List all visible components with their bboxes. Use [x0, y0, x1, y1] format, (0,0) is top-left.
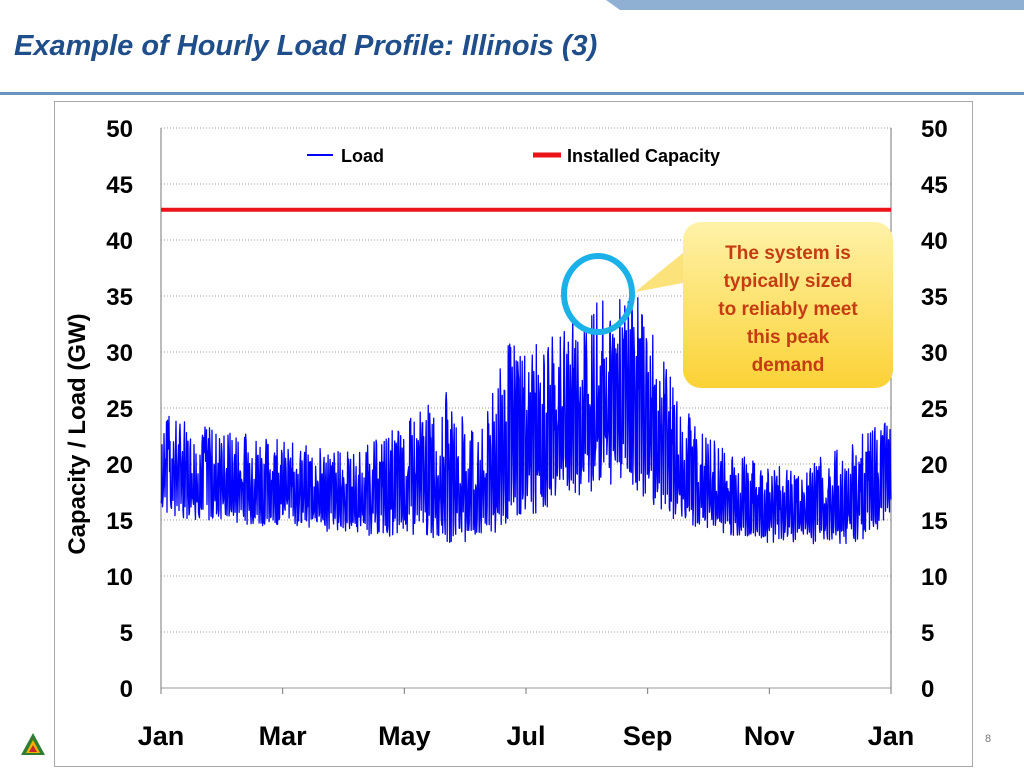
- callout-text-line: typically sized: [724, 271, 853, 292]
- y-tick-label-right: 10: [921, 564, 948, 591]
- x-tick-label: May: [378, 721, 431, 751]
- x-axis-ticks: Jan Mar May Jul Sep Nov Jan: [138, 688, 915, 751]
- x-tick-label: Nov: [744, 721, 795, 751]
- y-tick-label-left: 15: [106, 508, 133, 535]
- y-tick-label-right: 30: [921, 340, 948, 367]
- y-tick-label-left: 30: [106, 340, 133, 367]
- y-tick-label-left: 35: [106, 284, 133, 311]
- page-number: 8: [985, 733, 992, 745]
- y-tick-label-right: 50: [921, 116, 948, 143]
- y-tick-label-left: 20: [106, 452, 133, 479]
- y-tick-label-right: 5: [921, 620, 934, 647]
- y-tick-label-left: 40: [106, 228, 133, 255]
- logo-icon: [18, 730, 48, 760]
- y-tick-label-right: 20: [921, 452, 948, 479]
- callout-text-line: demand: [752, 355, 825, 376]
- load-profile-chart: 0 5 10 15 20 25 30 35 40 45 50 0 5 10 15 20 25 30 35 40 45 5…: [64, 116, 948, 751]
- y-tick-label-right: 15: [921, 508, 948, 535]
- y-tick-label-left: 5: [120, 620, 133, 647]
- load-line: [160, 297, 892, 545]
- title-divider: [0, 92, 1024, 95]
- legend-label-load: Load: [341, 146, 384, 166]
- load-series: [160, 297, 892, 545]
- y-tick-label-left: 25: [106, 396, 133, 423]
- y-axis-right-ticks: 0 5 10 15 20 25 30 35 40 45 50: [921, 116, 948, 703]
- legend: Load Installed Capacity: [307, 146, 720, 166]
- y-tick-label-right: 45: [921, 172, 948, 199]
- y-tick-label-left: 45: [106, 172, 133, 199]
- y-axis-left-ticks: 0 5 10 15 20 25 30 35 40 45 50: [106, 116, 133, 703]
- y-tick-label-right: 35: [921, 284, 948, 311]
- x-tick-label: Sep: [623, 721, 673, 751]
- callout-text-line: to reliably meet: [718, 299, 858, 320]
- y-tick-label-right: 40: [921, 228, 948, 255]
- y-tick-label-right: 25: [921, 396, 948, 423]
- peak-highlight-circle: [561, 253, 635, 335]
- x-tick-label: Jan: [868, 721, 915, 751]
- slide-title: Example of Hourly Load Profile: Illinois…: [14, 30, 598, 62]
- header-band: [606, 0, 1024, 10]
- chart-frame: 0 5 10 15 20 25 30 35 40 45 50 0 5 10 15 20 25 30 35 40 45 5…: [54, 101, 973, 767]
- y-tick-label-left: 50: [106, 116, 133, 143]
- y-tick-label-left: 0: [120, 676, 133, 703]
- gridlines: [160, 127, 892, 689]
- y-tick-label-right: 0: [921, 676, 934, 703]
- x-tick-label: Jul: [506, 721, 545, 751]
- y-tick-label-left: 10: [106, 564, 133, 591]
- callout-text-line: The system is: [725, 243, 851, 264]
- y-axis-label: Capacity / Load (GW): [64, 313, 91, 554]
- callout-box: [683, 222, 893, 388]
- x-tick-label: Jan: [138, 721, 185, 751]
- callout-text-line: this peak: [747, 327, 830, 348]
- x-tick-label: Mar: [259, 721, 308, 751]
- legend-label-capacity: Installed Capacity: [567, 146, 720, 166]
- peak-demand-callout: The system is typically sized to reliably …: [561, 222, 893, 388]
